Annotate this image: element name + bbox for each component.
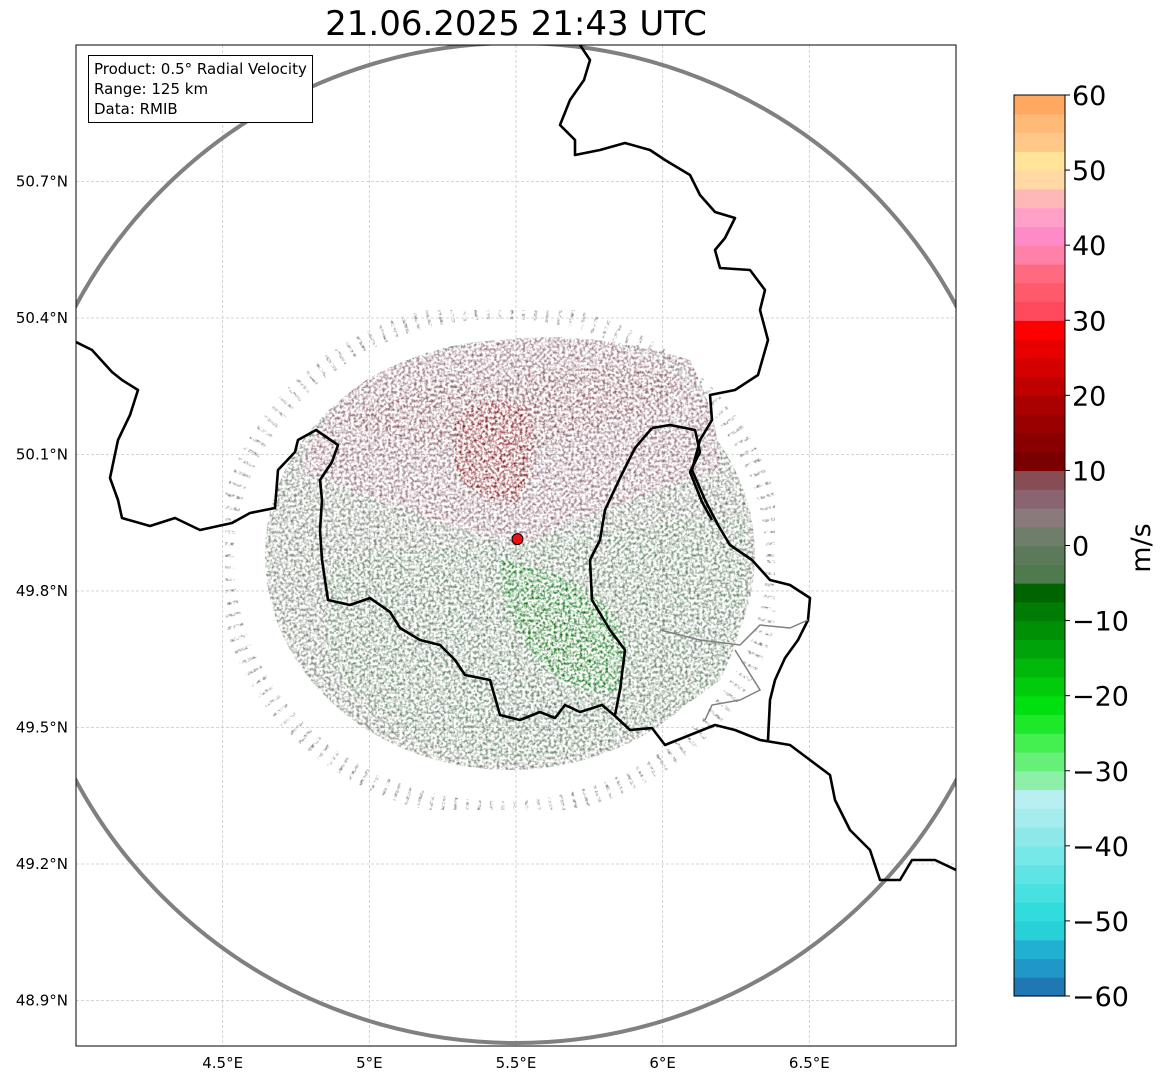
map-frame <box>75 44 957 1047</box>
product-info-box: Product: 0.5° Radial Velocity Range: 125… <box>88 55 313 123</box>
x-tick-label: 5.5°E <box>496 1054 537 1072</box>
info-range: Range: 125 km <box>94 80 209 98</box>
range-ring <box>76 45 956 1045</box>
border-line <box>588 427 653 716</box>
y-tick-label: 50.7°N <box>16 173 68 191</box>
y-tick-label: 49.2°N <box>16 855 68 873</box>
radar-site-marker[interactable] <box>511 533 524 546</box>
province-borders <box>659 619 809 721</box>
info-product: Product: 0.5° Radial Velocity <box>94 60 307 78</box>
y-tick-label: 49.5°N <box>16 719 68 737</box>
border-line <box>558 45 812 741</box>
info-data: Data: RMIB <box>94 100 178 118</box>
y-tick-label: 50.1°N <box>16 446 68 464</box>
velocity-echo-layer <box>216 301 784 819</box>
x-tick-label: 4.5°E <box>202 1054 243 1072</box>
y-tick-label: 49.8°N <box>16 582 68 600</box>
x-tick-label: 6.5°E <box>789 1054 830 1072</box>
province-line <box>659 619 809 646</box>
country-borders <box>76 45 956 882</box>
y-tick-label: 48.9°N <box>16 992 68 1010</box>
border-line <box>76 340 956 882</box>
y-tick-label: 50.4°N <box>16 309 68 327</box>
border-line <box>651 423 714 521</box>
x-tick-label: 5°E <box>356 1054 383 1072</box>
province-line <box>704 649 762 721</box>
x-tick-label: 6°E <box>649 1054 676 1072</box>
map-title: 21.06.2025 21:43 UTC <box>325 4 707 44</box>
